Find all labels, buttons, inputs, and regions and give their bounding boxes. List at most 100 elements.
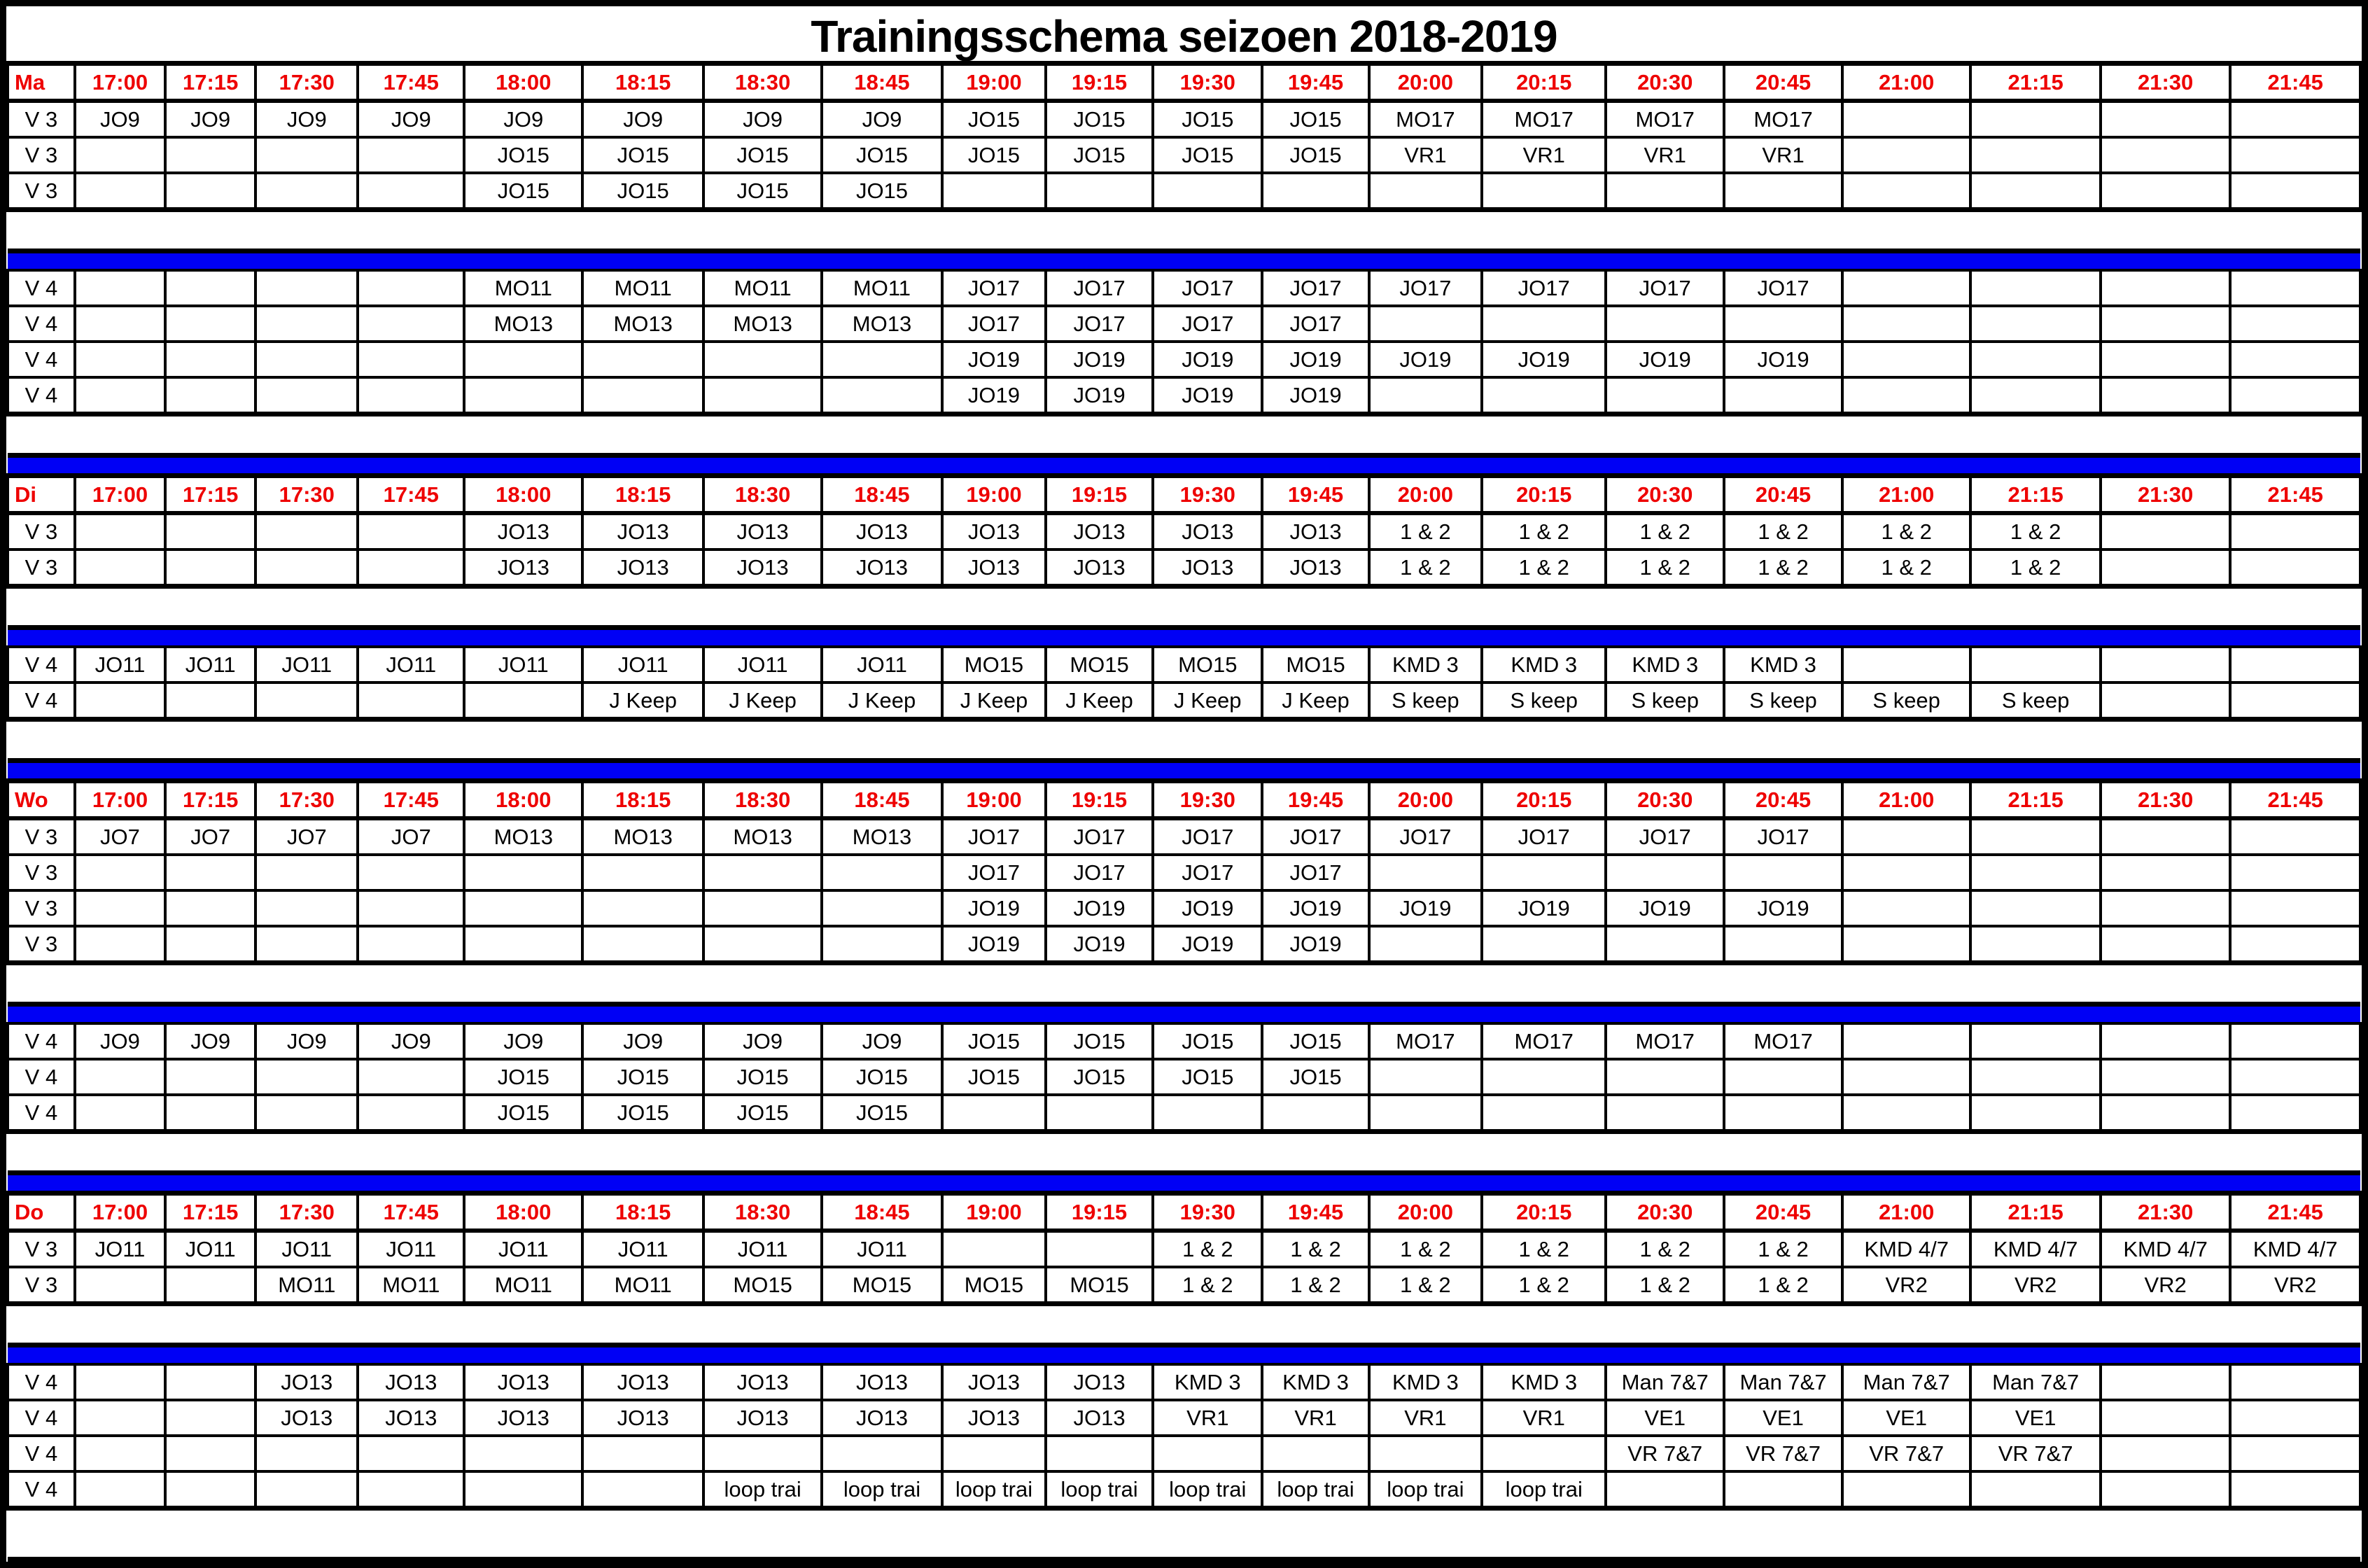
empty-cell — [1840, 1470, 1973, 1510]
schedule-cell: JO11 — [356, 1229, 466, 1268]
time-header-cell: 18:30 — [702, 1191, 824, 1233]
schedule-cell: KMD 4/7 — [2229, 1229, 2362, 1268]
empty-cell — [356, 1093, 466, 1133]
schedule-cell: JO13 — [1151, 512, 1264, 551]
schedule-cell: JO11 — [463, 1229, 584, 1268]
empty-cell — [2229, 172, 2362, 211]
time-header-cell: 17:30 — [254, 61, 360, 103]
empty-cell — [1969, 1470, 2102, 1510]
schedule-cell: JO15 — [1151, 1022, 1264, 1060]
empty-cell — [73, 376, 167, 416]
empty-cell — [164, 889, 258, 927]
empty-cell — [1604, 172, 1726, 211]
schedule-cell: JO15 — [1261, 1022, 1371, 1060]
empty-cell — [254, 172, 360, 211]
schedule-cell: JO13 — [581, 1399, 706, 1437]
empty-cell — [463, 340, 584, 379]
empty-cell — [1367, 1093, 1484, 1133]
time-header-cell: 19:00 — [940, 473, 1047, 515]
schedule-cell: MO13 — [463, 304, 584, 343]
empty-cell — [73, 681, 167, 721]
blue-divider-bar — [8, 1343, 2360, 1366]
empty-cell — [356, 1470, 466, 1510]
empty-cell — [1723, 376, 1844, 416]
schedule-cell: JO15 — [581, 172, 706, 211]
schedule-row: V 4 JO11 JO11 JO11 JO11 JO11 JO11 JO11 JO11 MO15 M… — [6, 645, 2362, 684]
field-label: V 4 — [6, 1434, 76, 1473]
time-header-cell: 21:15 — [1969, 473, 2102, 515]
separator-row — [8, 1129, 2360, 1175]
schedule-row: V 3 JO7 JO7 JO7 JO7 MO13 MO13 MO13 MO13 JO17 JO17 J… — [6, 817, 2362, 856]
schedule-cell: loop trai — [702, 1470, 824, 1510]
field-label: V 3 — [6, 512, 76, 551]
blue-divider-row — [8, 454, 2360, 477]
schedule-row: V 4 JO15 JO15 JO15 JO15 — [6, 1093, 2362, 1133]
empty-cell — [1480, 1093, 1608, 1133]
schedule-row: V 3 JO15 JO15 JO15 JO15 — [6, 172, 2362, 211]
time-header-cell: 18:15 — [581, 1191, 706, 1233]
time-header-cell: 20:30 — [1604, 61, 1726, 103]
empty-cell — [1840, 269, 1973, 307]
schedule-cell: 1 & 2 — [1604, 1266, 1726, 1306]
schedule-cell: 1 & 2 — [1723, 1229, 1844, 1268]
empty-cell — [1969, 304, 2102, 343]
empty-cell — [1723, 172, 1844, 211]
schedule-row: V 4 JO13 JO13 JO13 JO13 JO13 JO13 JO13 JO13 VR1 VR… — [6, 1399, 2362, 1437]
time-header-cell: 18:45 — [820, 778, 944, 820]
day-label: Wo — [6, 778, 76, 820]
schedule-cell: KMD 3 — [1604, 645, 1726, 684]
time-header-cell: 20:15 — [1480, 1191, 1608, 1233]
schedule-cell: VR1 — [1261, 1399, 1371, 1437]
schedule-cell: MO11 — [702, 269, 824, 307]
schedule-cell: MO15 — [702, 1266, 824, 1306]
schedule-cell: VR1 — [1480, 136, 1608, 174]
schedule-cell: 1 & 2 — [1151, 1266, 1264, 1306]
schedule-cell: J Keep — [702, 681, 824, 721]
empty-cell — [702, 889, 824, 927]
empty-cell — [356, 681, 466, 721]
time-header-cell: 17:30 — [254, 778, 360, 820]
schedule-cell: JO15 — [581, 136, 706, 174]
empty-cell — [2229, 376, 2362, 416]
empty-cell — [2099, 1022, 2232, 1060]
schedule-cell: JO9 — [164, 1022, 258, 1060]
field-label: V 3 — [6, 889, 76, 927]
empty-cell — [164, 1434, 258, 1473]
schedule-cell: JO15 — [1151, 1058, 1264, 1096]
empty-cell — [1840, 304, 1973, 343]
separator-row — [8, 1506, 2360, 1562]
empty-cell — [820, 376, 944, 416]
schedule-cell: JO19 — [1261, 340, 1371, 379]
schedule-cell: JO13 — [1044, 1363, 1155, 1401]
schedule-cell: 1 & 2 — [1261, 1229, 1371, 1268]
time-header-cell: 21:30 — [2099, 778, 2232, 820]
schedule-cell: JO15 — [702, 1058, 824, 1096]
empty-cell — [1044, 1229, 1155, 1268]
empty-cell — [2229, 136, 2362, 174]
schedule-cell: JO15 — [463, 172, 584, 211]
schedule-cell: JO19 — [940, 925, 1047, 965]
time-header-cell: 19:45 — [1261, 473, 1371, 515]
schedule-cell: JO19 — [1261, 376, 1371, 416]
blue-divider-row — [8, 759, 2360, 783]
schedule-cell: JO15 — [820, 172, 944, 211]
schedule-cell: JO19 — [1151, 376, 1264, 416]
schedule-cell: JO17 — [1604, 817, 1726, 856]
separator-cell — [8, 207, 2360, 253]
schedule-cell: JO13 — [463, 512, 584, 551]
blue-divider-bar — [8, 454, 2360, 477]
empty-cell — [1969, 817, 2102, 856]
empty-cell — [164, 681, 258, 721]
separator-cell — [8, 960, 2360, 1007]
schedule-cell: JO9 — [463, 99, 584, 139]
schedule-row: V 3 JO13 JO13 JO13 JO13 JO13 JO13 JO13 JO13 1 & 2… — [6, 512, 2362, 551]
schedule-cell: JO9 — [581, 1022, 706, 1060]
empty-cell — [1969, 1022, 2102, 1060]
time-header-cell: 21:00 — [1840, 778, 1973, 820]
schedule-cell: JO19 — [1723, 340, 1844, 379]
schedule-cell: JO11 — [581, 1229, 706, 1268]
field-label: V 3 — [6, 99, 76, 139]
field-label: V 4 — [6, 645, 76, 684]
schedule-cell: JO19 — [1480, 340, 1608, 379]
empty-cell — [1367, 376, 1484, 416]
